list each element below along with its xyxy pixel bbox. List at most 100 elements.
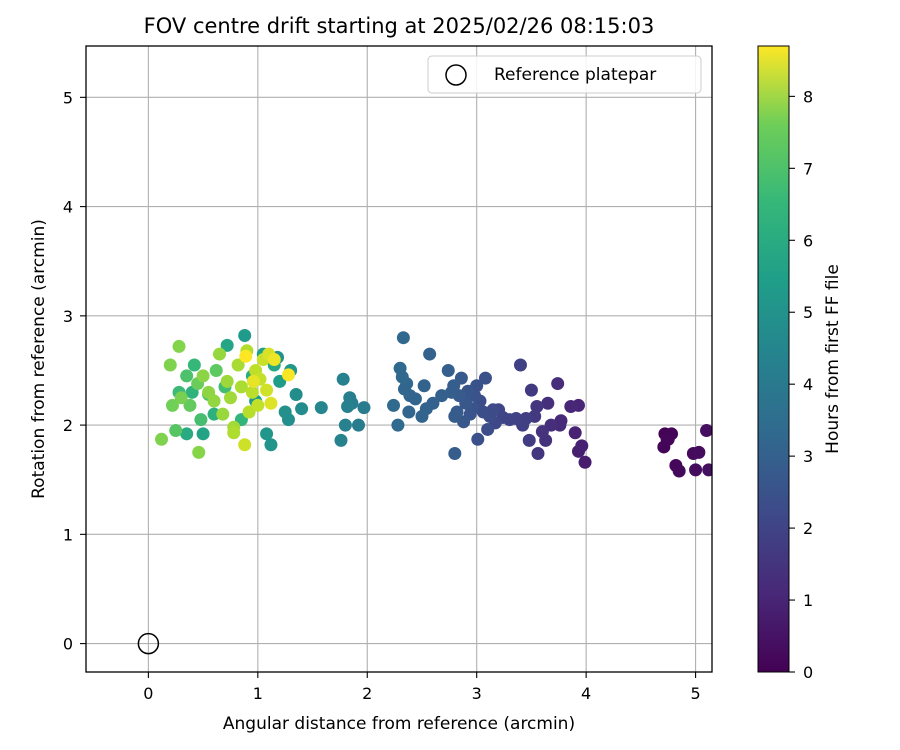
data-point [231,358,245,372]
data-point [180,427,194,441]
data-point [192,445,206,459]
data-point [314,401,328,415]
colorbar: 0 1 2 3 4 5 6 7 8 Hours from first FF file [757,45,843,682]
data-point [531,447,545,461]
data-point [692,445,706,459]
data-point [336,372,350,386]
data-point [448,447,462,461]
data-point [551,377,565,391]
data-point [402,405,416,419]
colorbar-tick-label: 0 [803,663,813,682]
data-point [246,374,260,388]
data-point [196,369,210,383]
data-point [564,400,578,414]
x-tick-label: 1 [253,684,263,703]
data-point [264,438,278,452]
colorbar-tick-label: 3 [803,447,813,466]
data-points [155,329,712,478]
data-point [281,368,295,382]
data-point [260,427,274,441]
data-point [471,432,485,446]
data-point [441,363,455,377]
data-point [568,426,582,440]
data-point [357,401,371,415]
data-point [245,385,259,399]
data-point [234,380,248,394]
colorbar-tick-label: 4 [803,375,813,394]
data-point [251,398,265,412]
y-tick-label: 1 [63,525,73,544]
data-point [387,398,401,412]
data-point [352,418,366,432]
data-point [238,329,252,343]
y-tick-label: 2 [63,416,73,435]
y-tick-label: 5 [63,88,73,107]
legend-marker-icon [445,64,467,86]
data-point [223,391,237,405]
colorbar-ticks: 0 1 2 3 4 5 6 7 8 [789,87,813,682]
y-tick-label: 4 [63,198,73,217]
data-point [660,432,674,446]
data-point [575,439,589,453]
plot-frame [85,45,713,673]
data-point [180,369,194,383]
legend-box [427,55,702,94]
data-point [415,409,429,423]
x-tick-label: 2 [362,684,372,703]
reference-platepar-marker [137,632,160,655]
legend-label: Reference platepar [494,65,656,85]
data-point [207,394,221,408]
colorbar-tick-label: 5 [803,303,813,322]
data-point [524,383,538,397]
data-point [341,400,355,414]
data-point [393,361,407,375]
x-axis-ticks: 0 1 2 3 4 5 [143,672,701,703]
x-tick-label: 0 [143,684,153,703]
y-axis-label: Rotation from reference (arcmin) [29,219,49,499]
data-point [397,382,411,396]
x-tick-label: 3 [472,684,482,703]
data-point [689,463,703,477]
data-point [445,385,459,399]
data-point [264,396,278,410]
data-point [196,427,210,441]
data-point [478,371,492,385]
data-point [295,402,309,416]
colorbar-tick-label: 8 [803,87,813,106]
data-point [391,418,405,432]
colorbar-tick-label: 2 [803,519,813,538]
data-point [435,389,449,403]
data-point [289,388,303,402]
data-point [334,433,348,447]
chart-title: FOV centre drift starting at 2025/02/26 … [144,14,655,38]
data-point [522,433,536,447]
data-point [702,463,712,477]
data-point [220,374,234,388]
data-point [183,398,197,412]
y-tick-label: 0 [63,635,73,654]
x-tick-label: 4 [581,684,591,703]
data-point [163,358,177,372]
data-point [267,353,281,367]
data-point [239,349,253,363]
data-point [476,405,490,419]
colorbar-tick-label: 7 [803,159,813,178]
data-point [513,358,527,372]
data-point [278,405,292,419]
data-point [535,425,549,439]
data-point [155,432,169,446]
legend: Reference platepar [427,55,702,94]
colorbar-label: Hours from first FF file [823,264,843,454]
data-point [417,379,431,393]
data-point [541,396,555,410]
y-tick-label: 3 [63,307,73,326]
data-point [194,413,208,427]
data-point [260,383,274,397]
data-point [187,358,201,372]
data-point [174,391,188,405]
data-point [220,338,234,352]
data-point [578,455,592,469]
x-axis-label: Angular distance from reference (arcmin) [223,714,575,734]
data-point [700,424,712,438]
data-point [448,409,462,423]
